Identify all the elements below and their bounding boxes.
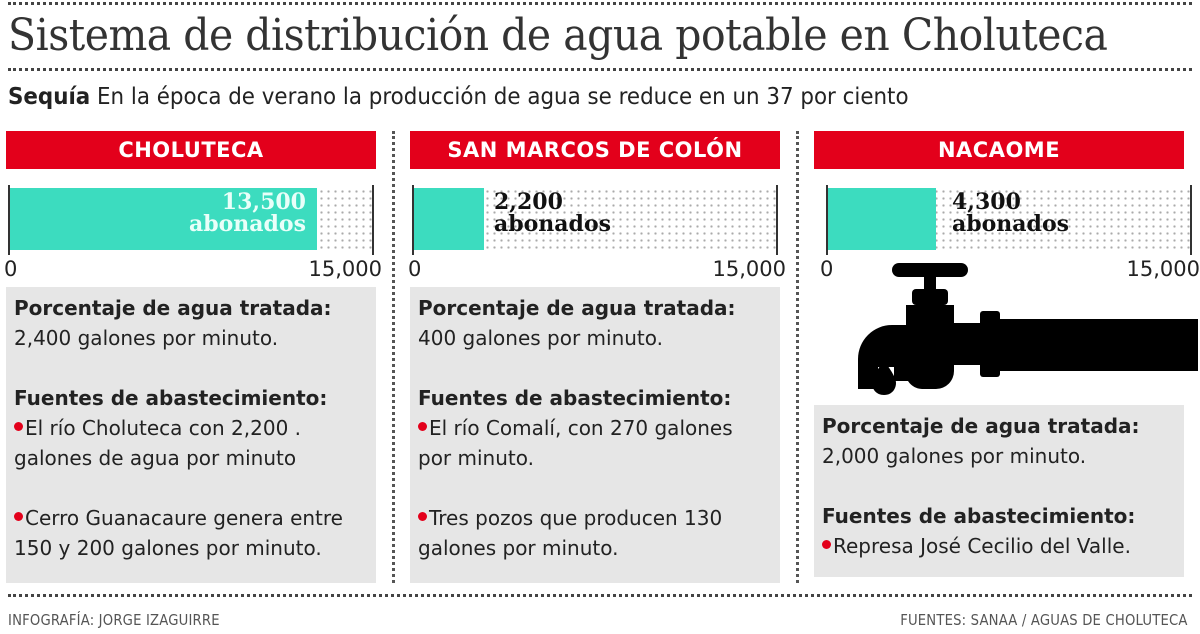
subtitle-lead: Sequía <box>8 84 91 110</box>
info-box: Porcentaje de agua tratada: 2,000 galone… <box>814 405 1184 577</box>
treated-value: 2,400 galones por minuto. <box>14 326 279 350</box>
bar-label: 2,200 abonados <box>494 191 611 235</box>
column-header: SAN MARCOS DE COLÓN <box>410 131 780 169</box>
bar-label-number: 2,200 <box>494 189 563 215</box>
sources-heading: Fuentes de abastecimiento: <box>822 504 1136 528</box>
treated-heading: Porcentaje de agua tratada: <box>822 414 1140 438</box>
axis-max-label: 15,000 <box>308 257 382 281</box>
axis-min-label: 0 <box>4 257 18 281</box>
source-item: Cerro Guanacaure genera entre 150 y 200 … <box>14 506 343 560</box>
source-item: Tres pozos que producen 130 galones por … <box>418 506 723 560</box>
axis-start-line <box>412 185 414 255</box>
column-divider <box>392 131 395 583</box>
bar-value <box>414 188 484 250</box>
footer-sources: FUENTES: SANAA / AGUAS DE CHOLUTECA <box>900 611 1188 629</box>
source-item: El río Choluteca con 2,200 . galones de … <box>14 416 302 470</box>
axis-start-line <box>826 185 828 255</box>
bullet-icon <box>822 540 831 549</box>
bar-chart: 13,500 abonados <box>6 185 376 255</box>
title-dotted-rule <box>8 68 1192 71</box>
source-item: El río Comalí, con 270 galones por minut… <box>418 416 733 470</box>
axis-min-label: 0 <box>408 257 422 281</box>
page-title: Sistema de distribución de agua potable … <box>8 10 1108 61</box>
bar-label-unit: abonados <box>952 211 1070 237</box>
axis-min-label: 0 <box>820 257 834 281</box>
axis-max-label: 15,000 <box>1126 257 1200 281</box>
column-nacaome: NACAOME 4,300 abonados 0 15,000 Porcenta… <box>814 131 1200 583</box>
bar-label: 4,300 abonados <box>952 191 1069 235</box>
bullet-icon <box>14 512 23 521</box>
column-choluteca: CHOLUTECA 13,500 abonados 0 15,000 Porce… <box>4 131 382 583</box>
bar-chart: 4,300 abonados <box>814 185 1192 255</box>
footer-credit: INFOGRAFÍA: JORGE IZAGUIRRE <box>8 611 220 629</box>
bullet-icon <box>418 422 427 431</box>
sources-heading: Fuentes de abastecimiento: <box>418 386 732 410</box>
axis-end-line <box>1190 185 1192 255</box>
bullet-icon <box>418 512 427 521</box>
subtitle: Sequía En la época de verano la producci… <box>8 84 909 110</box>
subtitle-text: En la época de verano la producción de a… <box>97 84 909 110</box>
treated-heading: Porcentaje de agua tratada: <box>14 296 332 320</box>
column-header: CHOLUTECA <box>6 131 376 169</box>
source-item: Represa José Cecilio del Valle. <box>822 531 1176 561</box>
column-divider <box>796 131 799 583</box>
bar-value <box>10 188 317 250</box>
axis-end-line <box>372 185 374 255</box>
bullet-icon <box>14 422 23 431</box>
axis-start-line <box>8 185 10 255</box>
bar-label-number: 13,500 <box>221 189 306 215</box>
faucet-icon <box>858 263 1198 395</box>
info-box: Porcentaje de agua tratada: 400 galones … <box>410 287 780 583</box>
bar-label-number: 4,300 <box>952 189 1021 215</box>
bar-label-unit: abonados <box>494 211 612 237</box>
bar-chart: 2,200 abonados <box>410 185 780 255</box>
treated-value: 2,000 galones por minuto. <box>822 444 1087 468</box>
bar-label-unit: abonados <box>188 211 306 237</box>
column-san-marcos-de-colon: SAN MARCOS DE COLÓN 2,200 abonados 0 15,… <box>408 131 786 583</box>
bar-label: 13,500 abonados <box>156 191 306 235</box>
axis-end-line <box>776 185 778 255</box>
sources-heading: Fuentes de abastecimiento: <box>14 386 328 410</box>
info-box: Porcentaje de agua tratada: 2,400 galone… <box>6 287 376 583</box>
bar-value <box>828 188 936 250</box>
footer-dotted-rule <box>8 594 1192 597</box>
treated-value: 400 galones por minuto. <box>418 326 664 350</box>
axis-max-label: 15,000 <box>712 257 786 281</box>
column-header: NACAOME <box>814 131 1184 169</box>
top-dotted-rule <box>8 2 1192 5</box>
treated-heading: Porcentaje de agua tratada: <box>418 296 736 320</box>
